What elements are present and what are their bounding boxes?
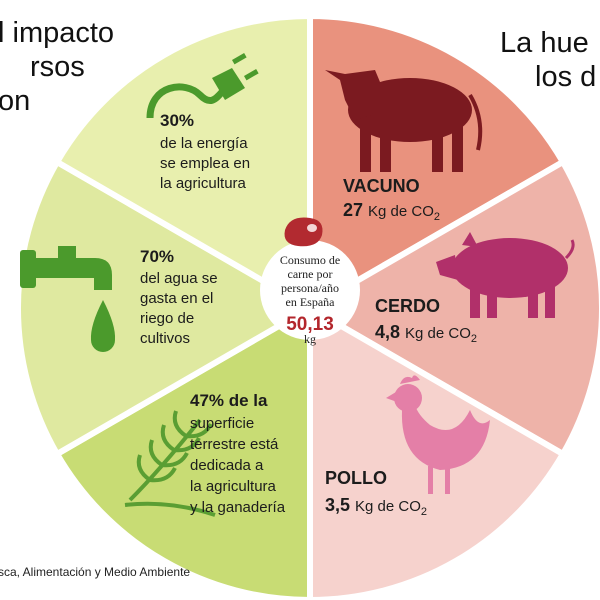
sector [303,157,600,459]
text-line: de la energía [160,135,248,152]
meat-name: VACUNO [343,176,420,196]
wheat-icon [124,410,216,517]
text-line: dedicada a [190,457,264,474]
meat-name: POLLO [325,468,387,488]
meat-name: CERDO [375,296,440,316]
center-line: carne por [288,267,333,281]
unit: Kg de CO [355,498,421,515]
header-line: on [0,85,30,117]
subscript: 2 [421,506,427,518]
amount: 4,8 [375,322,400,342]
center-disc [260,240,360,340]
meat-footprint: 27 Kg de CO2 [343,200,440,223]
unit: Kg de CO [368,203,434,220]
header-line: La hue [500,27,589,59]
text-line: riego de [140,310,194,327]
plug-icon [146,52,259,119]
center-line: en España [286,295,336,309]
text-line: la agricultura [160,175,247,192]
meat-icon [284,217,323,247]
percent: 30% [160,111,194,130]
text-line: gasta en el [140,290,213,307]
meat-footprint: 4,8 Kg de CO2 [375,322,477,345]
text-line: del agua se [140,270,218,287]
center-value: 50,13 [286,314,334,335]
text-line: la agricultura [190,478,277,495]
percent: 70% [140,247,174,266]
sector [14,157,317,459]
subscript: 2 [434,211,440,223]
subscript: 2 [471,333,477,345]
meat-footprint: 3,5 Kg de CO2 [325,495,427,518]
pig-icon [436,232,575,318]
center-line: Consumo de [280,253,340,267]
header-line: rsos [30,51,85,83]
amount: 27 [343,200,363,220]
center-unit: kg [304,332,316,346]
sector [53,302,313,600]
text-line: terrestre está [190,436,279,453]
tap-icon [20,246,116,352]
sector [53,12,313,314]
amount: 3,5 [325,495,350,515]
header-line: l impacto [0,17,114,49]
text-line: cultivos [140,330,190,347]
text-line: 47% de la [190,391,268,410]
center-line: persona/año [281,281,339,295]
footer: sca, Alimentación y Medio Ambiente [0,565,190,579]
text-line: se emplea en [160,155,250,172]
cow-icon [325,70,483,172]
text-line: superficie [190,415,254,432]
chicken-icon [386,375,490,494]
unit: Kg de CO [405,325,471,342]
text-line: y la ganadería [190,499,286,516]
header-line: los d [535,61,596,93]
